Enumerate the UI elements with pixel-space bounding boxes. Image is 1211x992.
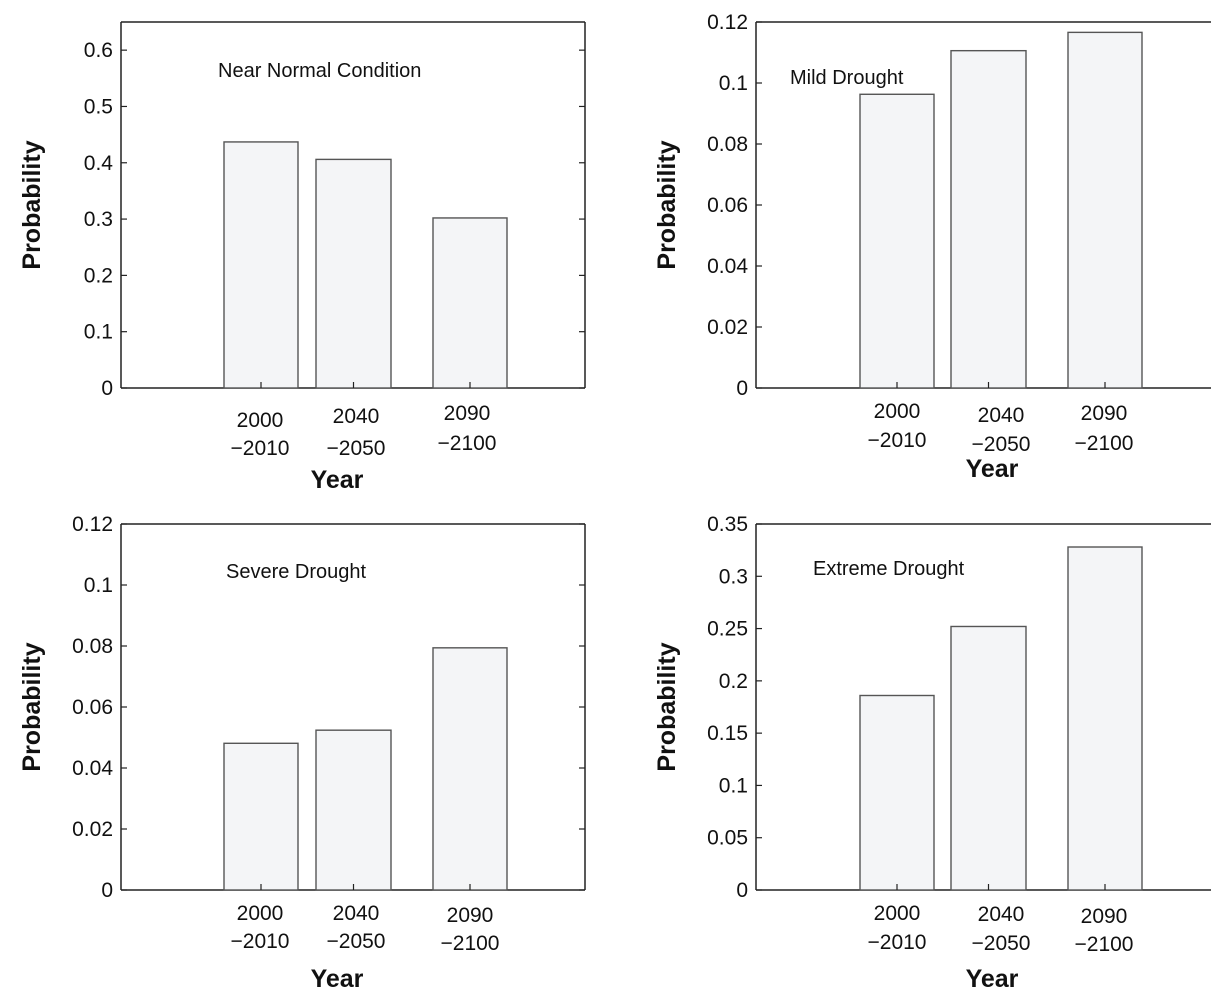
y-tick-label: 0 (101, 377, 113, 400)
y-tick-label: 0.6 (84, 39, 113, 62)
y-tick-label: 0.06 (707, 194, 748, 217)
y-tick-label: 0.1 (84, 574, 113, 597)
y-tick-label: 0.4 (84, 152, 114, 175)
y-tick-label: 0.12 (72, 513, 113, 536)
x-tick-label: −2100 (1075, 432, 1134, 455)
bar (1067, 546, 1143, 891)
x-tick-label: −2050 (327, 930, 386, 953)
x-tick-label: 2040 (333, 405, 380, 428)
x-tick-label: 2090 (444, 402, 491, 425)
x-tick-label: −2050 (327, 437, 386, 460)
y-tick-label: 0.08 (72, 635, 113, 658)
panel-annotation: Near Normal Condition (218, 60, 421, 82)
chart-panel: 0 0.02 0.04 0.06 0.08 0.1 0.12 2000 −2010 2040 −20… (18, 513, 586, 992)
x-tick-label: 2040 (978, 903, 1025, 926)
x-tick-label: −2050 (972, 433, 1031, 456)
bar (859, 694, 935, 891)
bar (223, 742, 299, 891)
y-tick-label: 0.02 (707, 316, 748, 339)
x-axis-label: Year (311, 965, 364, 992)
x-tick-label: −2100 (1075, 933, 1134, 956)
y-tick-label: 0.06 (72, 696, 113, 719)
y-tick-label: 0.5 (84, 95, 113, 118)
y-tick-label: 0.3 (719, 565, 748, 588)
x-tick-label: 2040 (333, 902, 380, 925)
bar (859, 93, 935, 389)
x-tick-label: −2100 (438, 432, 497, 455)
y-tick-label: 0 (736, 879, 748, 902)
bar (432, 217, 508, 389)
x-tick-label: 2090 (1081, 402, 1128, 425)
x-tick-label: 2000 (237, 409, 284, 432)
x-tick-label: −2050 (972, 932, 1031, 955)
x-axis-label: Year (966, 965, 1019, 992)
x-axis-label: Year (311, 466, 364, 494)
y-tick-label: 0.35 (707, 513, 748, 536)
bar (432, 647, 508, 891)
bar (315, 729, 392, 891)
y-tick-label: 0.12 (707, 11, 748, 34)
chart-panel: 0 0.02 0.04 0.06 0.08 0.1 0.12 2000 −2010 2040 −20… (653, 11, 1211, 483)
x-tick-label: −2010 (868, 429, 927, 452)
y-tick-label: 0.2 (84, 264, 113, 287)
panel-annotation: Extreme Drought (813, 558, 965, 580)
y-tick-label: 0 (736, 377, 748, 400)
x-tick-label: −2100 (441, 932, 500, 955)
y-tick-label: 0 (101, 879, 113, 902)
y-tick-label: 0.1 (719, 72, 748, 95)
y-tick-label: 0.04 (707, 255, 748, 278)
y-axis-label: Probability (18, 140, 46, 269)
x-tick-label: 2040 (978, 404, 1025, 427)
y-tick-label: 0.1 (719, 774, 748, 797)
bar (1067, 31, 1143, 389)
chart-panel: 0 0.05 0.1 0.15 0.2 0.25 0.3 0.35 2000 −2010 2040 −… (653, 513, 1211, 992)
y-axis-label: Probability (653, 140, 681, 269)
x-tick-label: 2090 (1081, 905, 1128, 928)
y-tick-label: 0.05 (707, 827, 748, 850)
panel-annotation: Severe Drought (226, 561, 367, 583)
y-tick-label: 0.25 (707, 618, 748, 641)
y-tick-label: 0.15 (707, 722, 748, 745)
x-tick-label: −2010 (868, 931, 927, 954)
y-tick-label: 0.02 (72, 818, 113, 841)
y-tick-label: 0.08 (707, 133, 748, 156)
x-tick-label: 2090 (447, 904, 494, 927)
bar (950, 625, 1027, 891)
bar (223, 141, 299, 389)
y-tick-label: 0.04 (72, 757, 113, 780)
x-tick-label: 2000 (874, 400, 921, 423)
panel-annotation: Mild Drought (790, 67, 904, 89)
x-axis-label: Year (966, 455, 1019, 483)
x-tick-label: −2010 (231, 437, 290, 460)
x-tick-label: 2000 (874, 902, 921, 925)
x-tick-label: 2000 (237, 902, 284, 925)
bar (315, 158, 392, 389)
y-tick-label: 0.1 (84, 321, 113, 344)
bar (950, 49, 1027, 389)
y-axis-label: Probability (18, 642, 46, 771)
y-tick-label: 0.2 (719, 670, 748, 693)
y-axis-label: Probability (653, 642, 681, 771)
y-tick-label: 0.3 (84, 208, 113, 231)
chart-panel: 0 0.1 0.2 0.3 0.4 0.5 0.6 2000 −2010 2040 −2050 209… (18, 21, 586, 494)
x-tick-label: −2010 (231, 930, 290, 953)
